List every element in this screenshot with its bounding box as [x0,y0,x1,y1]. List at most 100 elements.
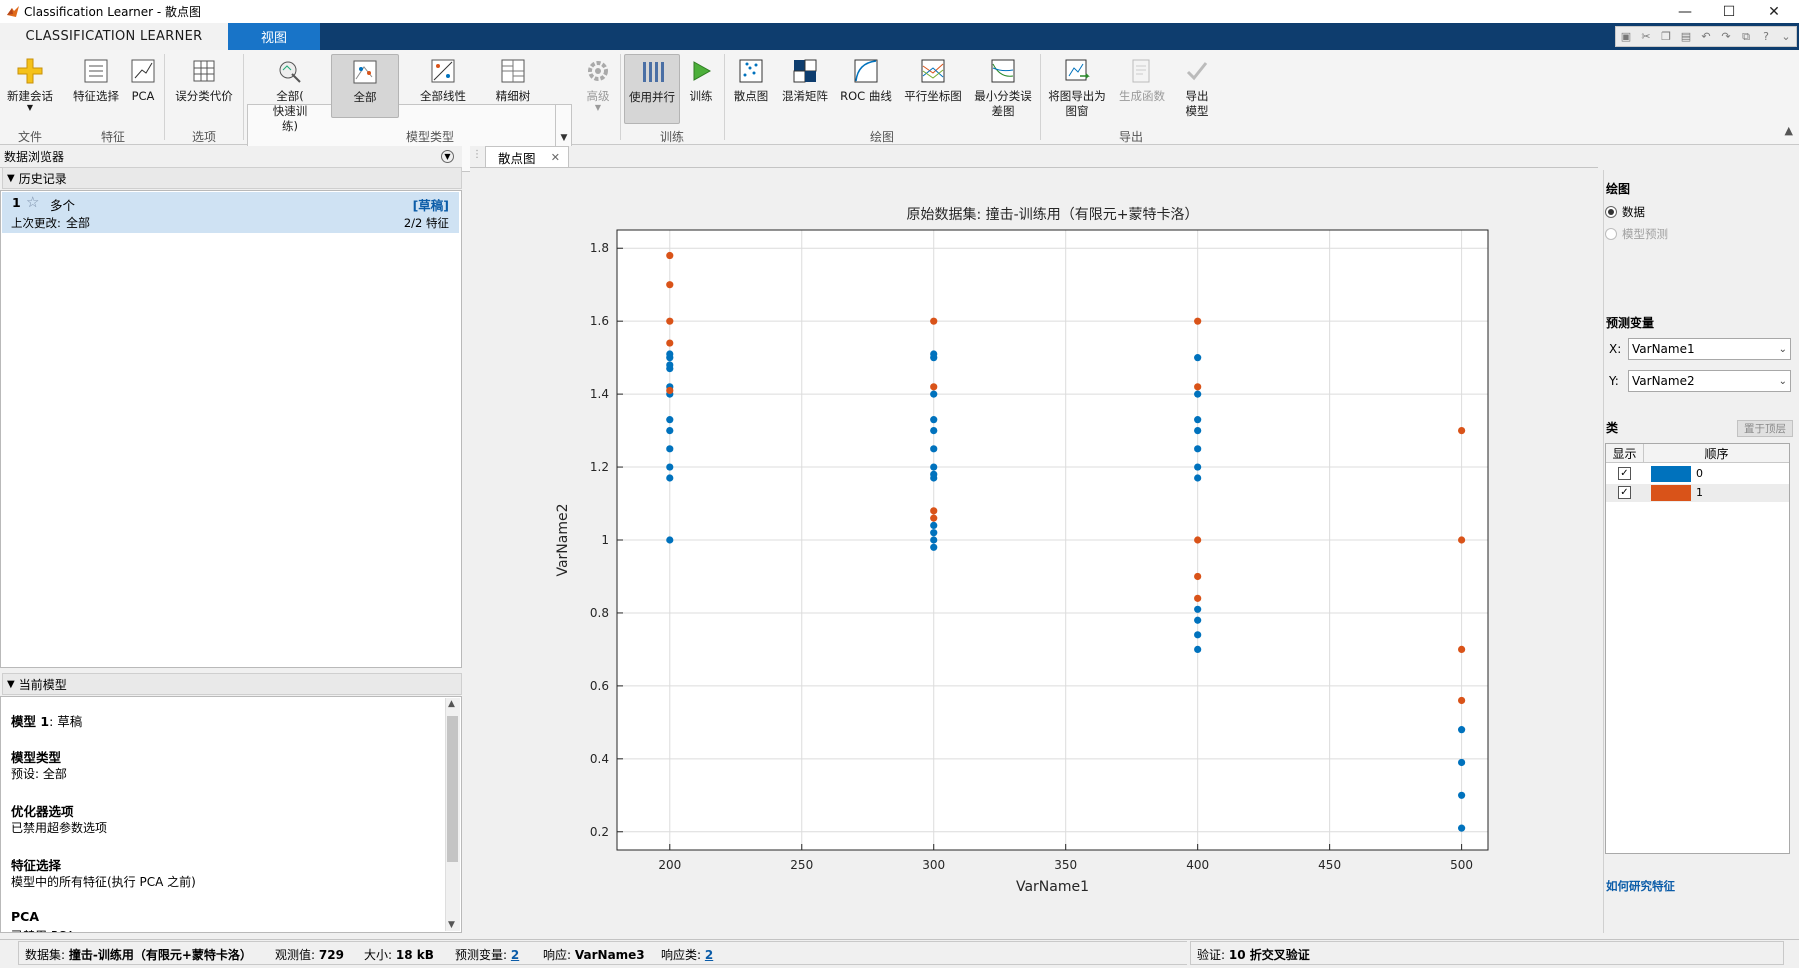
switch-window-icon[interactable]: ⧉ [1742,29,1750,43]
model-name: 多个 [50,198,76,213]
group-training-label: 训练 [659,130,684,144]
y-variable-dropdown[interactable]: VarName2 ⌄ [1628,370,1791,392]
data-point-class-0 [930,350,938,358]
bring-to-top-button[interactable]: 置于顶层 [1737,420,1793,437]
advanced-button[interactable]: 高级 ▼ [579,56,617,112]
favorite-star-icon[interactable]: ☆ [26,193,40,211]
scatter-plot-button[interactable]: 散点图 [729,56,773,104]
y-select-label: Y: [1609,374,1619,388]
model-label-line: 模型 1: 草稿 [11,714,83,729]
data-point-class-0 [1194,416,1202,424]
data-point-class-0 [1194,616,1202,624]
data-point-class-0 [1458,791,1466,799]
class-row-1[interactable]: ✓ 1 [1606,484,1789,502]
confusion-matrix-button[interactable]: 混淆矩阵 [777,56,833,104]
data-point-class-1 [1194,317,1202,325]
save-icon[interactable]: ▣ [1620,30,1632,43]
maximize-icon[interactable]: ☐ [1722,3,1736,20]
current-model-header[interactable]: ▼ 当前模型 [2,673,462,695]
pca-value: 已禁用 PCA [11,927,75,932]
data-point-class-0 [1194,445,1202,453]
close-tab-icon[interactable]: ✕ [550,151,560,164]
how-to-investigate-link[interactable]: 如何研究特征 [1606,879,1675,893]
new-session-button[interactable]: 新建会话 ▼ [4,56,56,112]
checkmark-icon [1182,56,1212,86]
predictors-count-link[interactable]: 2 [510,948,520,962]
model-all-button[interactable]: 全部 [331,54,399,118]
pin-icon[interactable]: ⌄ [1781,30,1791,43]
data-point-class-1 [930,383,938,391]
cut-icon[interactable]: ✂ [1641,30,1651,43]
gallery-expand-icon[interactable]: ▼ [555,104,572,172]
history-section-header[interactable]: ▼ 历史记录 [2,167,462,189]
radio-show-data[interactable]: 数据 [1605,204,1645,220]
parallel-coords-button[interactable]: 平行坐标图 [900,56,966,104]
copy-icon[interactable]: ❐ [1661,30,1671,43]
collapse-ribbon-icon[interactable]: ▲ [1784,124,1793,137]
parallel-icon [637,57,667,87]
scatter-chart[interactable]: 200 250 300 350 400 450 500 0.2 0.4 0.6 0.8 1 1.2 1.4… [470,168,1598,934]
tick-labels: 200 250 300 350 400 450 500 0.2 0.4 0.6 0.8 1 1.2 1.4… [590,241,1473,872]
train-button[interactable]: 训练 [684,56,718,104]
data-point-class-0 [1194,463,1202,471]
classes-count-link[interactable]: 2 [704,948,714,962]
collapse-triangle-icon: ▼ [7,172,15,184]
feature-selection-button[interactable]: 特征选择 [68,56,124,104]
scroll-down-icon[interactable]: ▼ [448,920,455,930]
history-list [0,190,462,668]
group-features-label: 特征 [100,130,125,144]
data-point-class-1 [1458,426,1466,435]
class-row-0[interactable]: ✓ 0 [1606,465,1789,483]
x-tick-label: 250 [790,858,813,872]
tab-scatter-plot[interactable]: 散点图 ✕ [485,146,569,168]
ribbon-separator [1040,54,1041,140]
export-model-button[interactable]: 导出 模型 [1178,56,1216,119]
pca-button[interactable]: PCA [128,56,158,104]
y-tick-label: 1.8 [590,241,609,255]
model-all-quick-button[interactable]: 全部(快速训练) [265,56,315,134]
export-plot-button[interactable]: 将图导出为 图窗 [1045,56,1109,119]
column-order-header: 顺序 [1644,444,1789,463]
redo-icon[interactable]: ↷ [1721,30,1731,43]
data-point-class-0 [1194,426,1202,435]
ribbon: 新建会话 ▼ 特征选择 PCA 误分类代价 全部(快速训练) 全部 全部线性 精细… [0,50,1799,172]
ribbon-separator [164,54,165,140]
tab-classification-learner[interactable]: CLASSIFICATION LEARNER [0,23,228,50]
data-point-class-0 [1194,605,1202,613]
data-point-class-1 [1194,594,1202,602]
use-parallel-button[interactable]: 使用并行 [624,54,680,124]
undo-icon[interactable]: ↶ [1701,30,1711,43]
status-validation: 验证: 10 折交叉验证 [1197,948,1310,962]
data-point-class-0 [930,445,938,453]
min-class-error-button[interactable]: 最小分类误 差图 [970,56,1036,119]
paste-icon[interactable]: ▤ [1680,30,1692,43]
class-0-color-swatch[interactable] [1651,466,1691,482]
model-fine-tree-button[interactable]: 精细树 [488,56,538,104]
toolstrip-tabs: CLASSIFICATION LEARNER 视图 ▣ ✂ ❐ ▤ ↶ ↷ ⧉ … [0,23,1799,50]
class-0-checkbox[interactable]: ✓ [1618,467,1631,480]
roc-curve-button[interactable]: ROC 曲线 [836,56,896,104]
column-show-header: 显示 [1606,444,1644,463]
gear-icon [583,56,613,86]
confusion-matrix-icon [790,56,820,86]
misclass-cost-button[interactable]: 误分类代价 [171,56,237,104]
x-variable-dropdown[interactable]: VarName1 ⌄ [1628,338,1791,360]
history-model-row[interactable]: 1 ☆ 多个 [草稿] 上次更改: 全部 2/2 特征 [2,192,459,233]
scroll-up-icon[interactable]: ▲ [448,699,455,709]
radio-model-predictions[interactable]: 模型预测 [1605,226,1668,242]
panel-menu-icon[interactable]: ▼ [441,150,454,163]
data-point-class-0 [666,350,674,358]
minimize-icon[interactable]: — [1678,3,1692,20]
help-icon[interactable]: ? [1763,30,1769,43]
drag-handle-icon[interactable]: ⋮ [472,149,482,160]
summary-scroll-thumb[interactable] [447,716,458,862]
data-point-class-0 [1194,390,1202,398]
tab-view[interactable]: 视图 [228,23,320,50]
generate-function-button[interactable]: 生成函数 [1114,56,1170,104]
close-icon[interactable]: ✕ [1768,3,1780,20]
class-1-color-swatch[interactable] [1651,485,1691,501]
model-all-linear-button[interactable]: 全部线性 [414,56,472,104]
class-1-checkbox[interactable]: ✓ [1618,486,1631,499]
data-point-class-1 [1458,645,1466,654]
model-type-heading: 模型类型 [11,750,62,765]
